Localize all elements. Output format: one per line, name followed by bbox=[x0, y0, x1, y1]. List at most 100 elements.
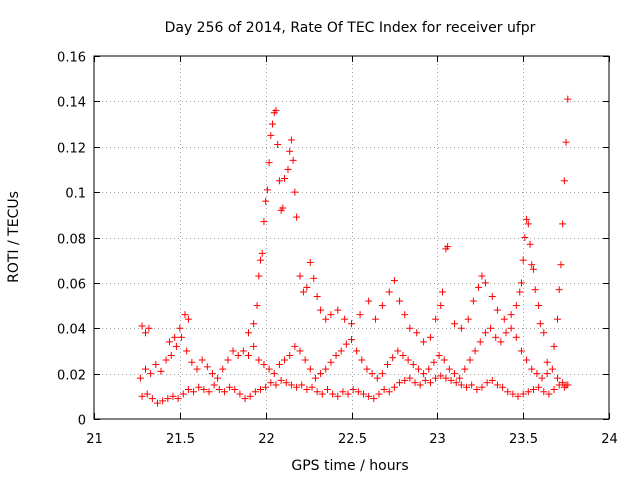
data-point bbox=[219, 365, 227, 373]
data-point bbox=[181, 311, 189, 319]
data-point bbox=[193, 365, 201, 373]
data-point bbox=[502, 329, 510, 337]
data-point bbox=[167, 351, 175, 359]
data-point bbox=[318, 390, 326, 398]
data-point bbox=[473, 386, 481, 394]
data-point bbox=[289, 156, 297, 164]
data-point bbox=[287, 136, 295, 144]
data-point bbox=[265, 365, 273, 373]
data-point bbox=[519, 390, 527, 398]
data-point bbox=[531, 286, 539, 294]
data-point bbox=[329, 390, 337, 398]
data-point bbox=[322, 365, 330, 373]
data-point bbox=[239, 347, 247, 355]
data-point bbox=[313, 388, 321, 396]
data-point bbox=[557, 261, 565, 269]
data-point bbox=[384, 361, 392, 369]
data-point bbox=[499, 383, 507, 391]
data-point bbox=[481, 329, 489, 337]
x-tick-label: 22.5 bbox=[338, 432, 367, 447]
data-point bbox=[555, 286, 563, 294]
data-point bbox=[550, 342, 558, 350]
data-point bbox=[535, 383, 543, 391]
data-point bbox=[348, 336, 355, 344]
data-point bbox=[426, 333, 434, 341]
data-point bbox=[166, 338, 174, 346]
data-point bbox=[507, 324, 515, 332]
x-tick-label: 22 bbox=[258, 432, 275, 447]
data-point bbox=[303, 386, 311, 394]
data-point bbox=[435, 351, 443, 359]
data-point bbox=[533, 370, 541, 378]
data-point bbox=[483, 379, 491, 387]
data-point bbox=[267, 131, 275, 139]
data-point bbox=[358, 356, 366, 364]
data-point bbox=[554, 315, 561, 323]
data-point bbox=[550, 386, 558, 394]
data-point bbox=[447, 376, 455, 384]
data-point bbox=[411, 379, 419, 387]
data-point bbox=[368, 370, 376, 378]
data-point bbox=[372, 315, 380, 323]
data-point bbox=[523, 356, 531, 364]
data-point bbox=[220, 388, 228, 396]
data-point bbox=[500, 315, 508, 323]
data-point bbox=[504, 388, 512, 396]
data-point bbox=[437, 302, 445, 310]
data-point bbox=[416, 381, 424, 389]
data-point bbox=[409, 361, 417, 369]
data-point bbox=[349, 386, 357, 394]
data-point bbox=[284, 165, 292, 173]
data-point bbox=[136, 374, 144, 382]
data-point bbox=[543, 358, 551, 366]
data-point bbox=[257, 386, 265, 394]
data-point bbox=[442, 374, 450, 382]
data-point bbox=[310, 274, 318, 282]
data-point bbox=[229, 347, 237, 355]
data-point bbox=[203, 363, 211, 371]
data-point bbox=[475, 283, 483, 291]
data-point bbox=[468, 381, 476, 389]
data-point bbox=[142, 365, 149, 373]
data-point bbox=[394, 347, 402, 355]
data-point bbox=[528, 261, 536, 269]
data-point bbox=[337, 347, 345, 355]
data-point bbox=[214, 374, 222, 382]
data-point bbox=[517, 279, 525, 287]
data-point bbox=[564, 95, 572, 103]
data-point bbox=[159, 397, 167, 405]
data-point bbox=[265, 159, 273, 167]
data-point bbox=[414, 365, 422, 373]
data-point bbox=[269, 120, 277, 128]
data-point bbox=[396, 297, 404, 305]
data-point bbox=[176, 324, 184, 332]
data-point bbox=[420, 338, 428, 346]
data-point bbox=[363, 365, 371, 373]
data-point bbox=[145, 324, 153, 332]
data-point bbox=[492, 333, 500, 341]
data-point bbox=[548, 365, 556, 373]
data-point bbox=[157, 367, 165, 375]
data-point bbox=[353, 347, 361, 355]
data-point bbox=[226, 383, 234, 391]
data-point bbox=[327, 358, 335, 366]
data-point bbox=[524, 388, 532, 396]
data-point bbox=[281, 175, 289, 183]
data-point bbox=[461, 365, 469, 373]
data-point bbox=[385, 388, 393, 396]
data-point bbox=[390, 277, 398, 285]
data-point bbox=[463, 383, 471, 391]
data-point bbox=[373, 374, 381, 382]
data-point bbox=[311, 374, 319, 382]
data-point bbox=[317, 370, 325, 378]
y-tick-label: 0 bbox=[78, 414, 86, 429]
data-point bbox=[521, 234, 529, 241]
data-point bbox=[183, 347, 191, 355]
data-point bbox=[143, 390, 151, 398]
data-point bbox=[478, 272, 486, 280]
data-point bbox=[260, 218, 268, 226]
data-point bbox=[208, 370, 216, 378]
data-point bbox=[251, 388, 259, 396]
data-point bbox=[396, 379, 404, 387]
